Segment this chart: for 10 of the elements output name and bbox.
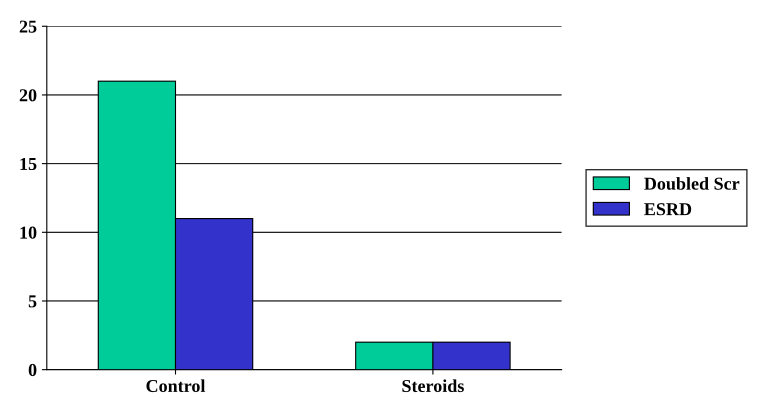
y-tick-label: 0 (28, 364, 36, 376)
legend-label: Doubled Scr (644, 177, 740, 190)
x-tick-label: Steroids (402, 379, 464, 392)
y-tick-label: 10 (20, 226, 36, 239)
x-tick-label: Control (146, 379, 206, 392)
y-tick-label: 25 (20, 20, 36, 33)
y-tick-label: 15 (20, 158, 36, 170)
y-tick-label: 20 (20, 89, 36, 102)
y-tick-label: 5 (28, 295, 36, 308)
legend-label: ESRD (644, 203, 692, 216)
